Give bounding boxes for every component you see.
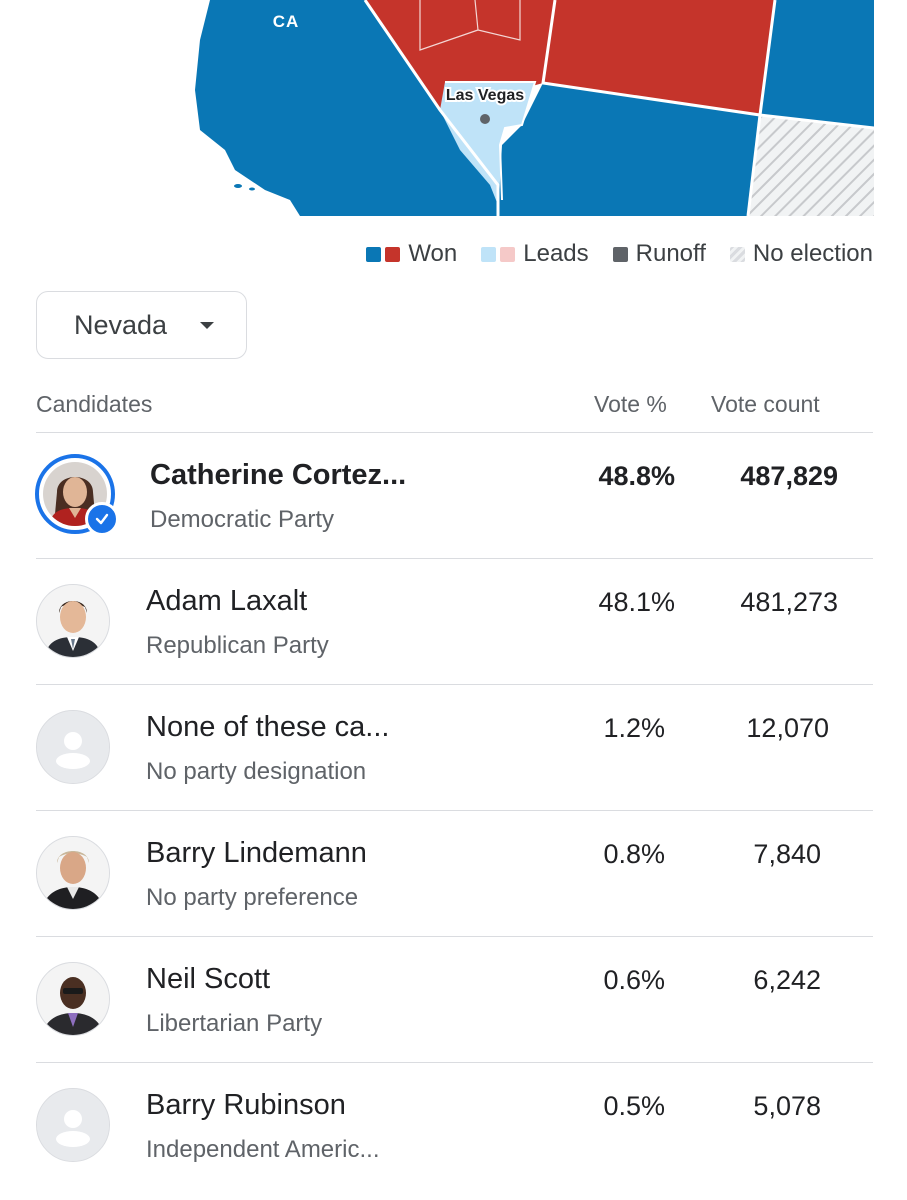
candidate-name: Barry Rubinson [146,1089,346,1121]
legend-leads: Leads [481,240,589,268]
table-row[interactable]: Barry Rubinson Independent Americ... 0.5… [36,1063,873,1188]
candidate-party: Libertarian Party [146,1010,323,1037]
legend-runoff: Runoff [612,240,706,268]
candidate-name: None of these ca... [146,711,390,743]
vote-count: 6,242 [753,965,821,995]
avatar-placeholder-icon [36,710,110,784]
header-vote-count[interactable]: Vote count [711,391,820,417]
legend-runoff-label: Runoff [635,240,706,267]
avatar [36,836,110,910]
vote-pct: 48.1% [598,587,675,617]
legend-no-election-swatch [729,246,745,262]
candidate-name: Adam Laxalt [146,585,308,617]
candidate-party: No party designation [146,758,367,785]
map-state-nm [748,115,874,216]
legend-won: Won [366,240,457,268]
table-row[interactable]: Barry Lindemann No party preference 0.8%… [36,811,873,937]
results-table: Catherine Cortez... Democratic Party 48.… [35,433,873,1188]
election-map[interactable]: CA Las Vegas [0,0,907,230]
map-legend: Won Leads Runoff No election [366,240,873,268]
map-state-ut [543,0,775,115]
header-candidates: Candidates [36,391,153,417]
table-row[interactable]: Neil Scott Libertarian Party 0.6% 6,242 [36,937,873,1063]
avatar-placeholder-icon [36,1088,110,1162]
winner-check-icon [85,502,119,536]
legend-leads-label: Leads [523,240,589,267]
candidate-party: No party preference [146,884,359,911]
vote-pct: 0.5% [603,1091,665,1121]
table-row[interactable]: None of these ca... No party designation… [36,685,873,811]
legend-no-election-label: No election [752,240,873,267]
map-state-ca [195,0,498,216]
map-label-ca: CA [273,12,300,31]
candidate-name: Barry Lindemann [146,837,367,869]
avatar [36,962,110,1036]
map-label-las-vegas: Las Vegas [446,87,524,104]
vote-count: 7,840 [753,839,821,869]
legend-leads-swatch [481,246,516,262]
candidate-name: Catherine Cortez... [150,459,407,491]
vote-pct: 0.8% [603,839,665,869]
map-state-az [498,83,760,216]
results-table-header: Candidates Vote % Vote count [36,388,873,433]
vote-count: 481,273 [740,587,838,617]
chevron-down-icon [200,322,214,329]
vote-pct: 1.2% [603,713,665,743]
table-row[interactable]: Catherine Cortez... Democratic Party 48.… [35,433,873,559]
vote-count: 12,070 [746,713,829,743]
state-dropdown[interactable]: Nevada [36,291,247,359]
vote-pct: 48.8% [598,461,675,491]
vote-count: 487,829 [740,461,838,491]
map-county-clark [440,82,535,205]
legend-no-election: No election [729,240,873,268]
candidate-party: Independent Americ... [146,1136,380,1163]
candidate-party: Democratic Party [150,506,335,533]
map-state-co [760,0,874,128]
avatar [35,454,119,536]
legend-won-label: Won [408,240,458,267]
candidate-name: Neil Scott [146,963,271,995]
legend-won-swatch [366,246,401,262]
vote-pct: 0.6% [603,965,665,995]
state-dropdown-value: Nevada [74,309,168,340]
vote-count: 5,078 [753,1091,821,1121]
table-row[interactable]: Adam Laxalt Republican Party 48.1% 481,2… [36,559,873,685]
avatar [36,584,110,658]
header-vote-pct[interactable]: Vote % [594,391,667,417]
candidate-party: Republican Party [146,632,329,659]
legend-runoff-swatch [612,246,628,262]
